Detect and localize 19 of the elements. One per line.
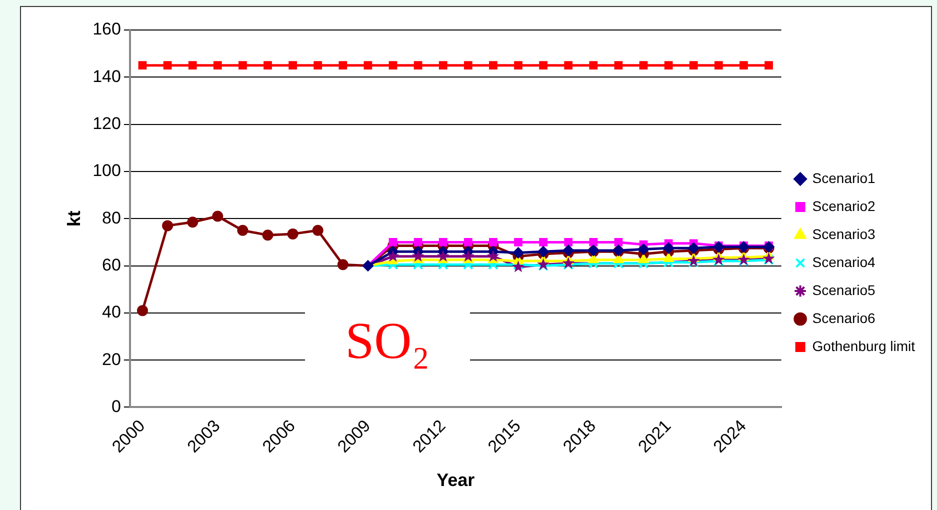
y-tick-label: 20	[102, 350, 121, 369]
y-tick-label: 80	[102, 208, 121, 228]
y-tick-label: 100	[92, 161, 121, 180]
legend-label: Scenario4	[812, 254, 876, 270]
annotation: SO₂	[305, 312, 470, 372]
y-tick-label: 160	[92, 20, 121, 39]
legend-label: Scenario6	[812, 310, 876, 326]
legend-label: Scenario5	[812, 282, 876, 298]
legend-label: Gothenburg limit	[812, 338, 916, 354]
y-axis-title: kt	[64, 210, 84, 227]
y-tick-label: 60	[102, 255, 121, 274]
y-tick-label: 120	[92, 114, 121, 133]
y-tick-label: 40	[102, 302, 121, 322]
y-tick-label: 0	[111, 396, 121, 416]
legend-label: Scenario1	[812, 170, 876, 186]
legend-label: Scenario3	[812, 226, 876, 242]
legend-label: Scenario2	[812, 198, 876, 214]
x-axis-title: Year	[436, 470, 475, 490]
y-tick-label: 140	[92, 66, 121, 86]
